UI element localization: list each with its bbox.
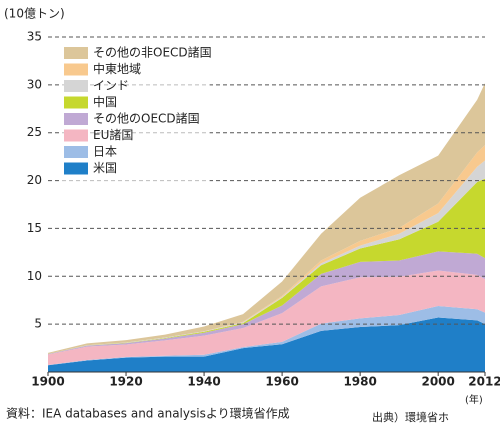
area bbox=[48, 317, 485, 372]
legend-label: 日本 bbox=[93, 145, 117, 159]
legend-swatch bbox=[64, 96, 88, 109]
area bbox=[48, 305, 485, 366]
legend-label: EU諸国 bbox=[93, 127, 133, 142]
x-unit-label: (年) bbox=[465, 393, 483, 406]
legend-swatch bbox=[64, 162, 88, 175]
legend-label: インド bbox=[93, 79, 129, 93]
y-tick-label: 30 bbox=[27, 77, 42, 91]
x-tick-label: 1940 bbox=[187, 375, 220, 389]
x-tick-label: 1900 bbox=[31, 375, 64, 389]
credit: 出典）環境省ホ bbox=[372, 410, 449, 423]
legend-swatch bbox=[64, 80, 88, 92]
y-tick-label: 5 bbox=[34, 317, 42, 331]
legend-swatch bbox=[64, 113, 88, 125]
y-unit-label: (10億トン) bbox=[4, 7, 65, 21]
legend-label: 中東地域 bbox=[93, 61, 141, 76]
y-tick-label: 25 bbox=[27, 125, 42, 139]
legend-swatch bbox=[64, 63, 88, 76]
area bbox=[48, 251, 485, 355]
x-tick-label: 2000 bbox=[421, 375, 454, 389]
legend-swatch bbox=[64, 146, 88, 158]
source: 資料：IEA databases and analysisより環境省作成 bbox=[6, 406, 290, 421]
x-tick-label: 1980 bbox=[343, 375, 376, 389]
area bbox=[48, 270, 485, 366]
legend-label: 中国 bbox=[93, 94, 117, 109]
y-tick-label: 20 bbox=[27, 173, 42, 187]
legend-swatch bbox=[64, 129, 88, 142]
area bbox=[48, 82, 485, 354]
x-tick-label: 1920 bbox=[109, 375, 142, 389]
y-tick-label: 35 bbox=[27, 30, 42, 44]
legend-label: 米国 bbox=[93, 161, 117, 175]
x-tick-label: 2012 bbox=[468, 375, 500, 389]
legend-swatch bbox=[64, 47, 88, 59]
legend-label: その他のOECD諸国 bbox=[93, 111, 200, 126]
legend-label: その他の非OECD諸国 bbox=[93, 45, 212, 60]
y-tick-label: 10 bbox=[27, 269, 42, 283]
x-tick-label: 1960 bbox=[265, 375, 298, 389]
y-tick-label: 15 bbox=[27, 221, 42, 235]
